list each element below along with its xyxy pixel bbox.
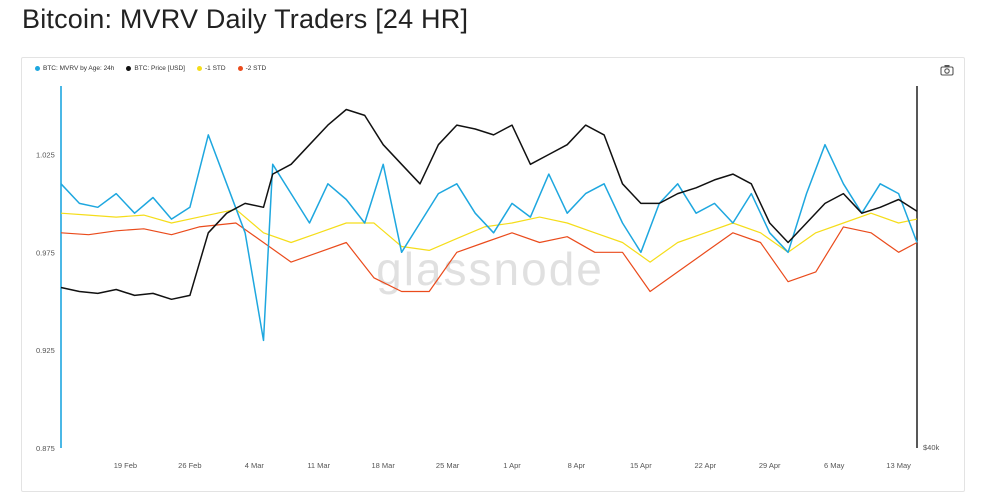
x-tick-label: 18 Mar bbox=[371, 461, 395, 470]
legend-label-price: BTC: Price [USD] bbox=[134, 65, 185, 72]
x-tick-label: 25 Mar bbox=[436, 461, 460, 470]
x-tick-label: 1 Apr bbox=[503, 461, 521, 470]
legend-item-price[interactable]: BTC: Price [USD] bbox=[126, 65, 185, 72]
legend-dot-std2 bbox=[237, 66, 243, 71]
page-title: Bitcoin: MVRV Daily Traders [24 HR] bbox=[22, 4, 469, 34]
x-tick-label: 15 Apr bbox=[630, 461, 652, 470]
x-axis: 19 Feb 26 Feb 4 Mar 11 Mar 18 Mar 25 Mar 1 Apr… bbox=[114, 461, 911, 470]
x-tick-label: 26 Feb bbox=[178, 461, 201, 470]
x-tick-label: 19 Feb bbox=[114, 461, 137, 470]
y-tick-label: 1.025 bbox=[36, 150, 55, 159]
y-axis-right: $40k bbox=[923, 443, 940, 452]
y-axis-left: 1.025 0.975 0.925 0.875 bbox=[36, 150, 55, 453]
watermark: glassnode bbox=[376, 243, 604, 295]
series-std2-line bbox=[60, 222, 918, 293]
series-layer bbox=[60, 108, 918, 342]
legend-label-std2: -2 STD bbox=[245, 65, 267, 72]
series-price-line bbox=[60, 108, 918, 301]
x-tick-label: 4 Mar bbox=[245, 461, 265, 470]
y-tick-label: 0.875 bbox=[36, 444, 55, 453]
camera-icon[interactable] bbox=[940, 64, 954, 76]
y-right-tick-label: $40k bbox=[923, 443, 940, 452]
legend-dot-std1 bbox=[196, 66, 202, 71]
legend-dot-price bbox=[126, 66, 132, 71]
legend-label-mvrv: BTC: MVRV by Age: 24h bbox=[43, 65, 115, 72]
y-tick-label: 0.975 bbox=[36, 248, 55, 257]
x-tick-label: 29 Apr bbox=[759, 461, 781, 470]
series-mvrv-line bbox=[60, 134, 918, 342]
legend-dot-mvrv bbox=[35, 66, 40, 71]
y-tick-label: 0.925 bbox=[36, 346, 55, 355]
legend-item-mvrv[interactable]: BTC: MVRV by Age: 24h bbox=[35, 65, 114, 72]
x-tick-label: 6 May bbox=[824, 461, 845, 470]
legend-label-std1: -1 STD bbox=[204, 65, 226, 72]
x-tick-label: 11 Mar bbox=[307, 461, 330, 470]
chart-legend: BTC: MVRV by Age: 24h BTC: Price [USD] -… bbox=[35, 65, 266, 72]
x-tick-label: 22 Apr bbox=[694, 461, 716, 470]
legend-item-std1[interactable]: -1 STD bbox=[196, 65, 226, 72]
legend-item-std2[interactable]: -2 STD bbox=[237, 65, 267, 72]
x-tick-label: 8 Apr bbox=[568, 461, 586, 470]
x-tick-label: 13 May bbox=[886, 461, 911, 470]
